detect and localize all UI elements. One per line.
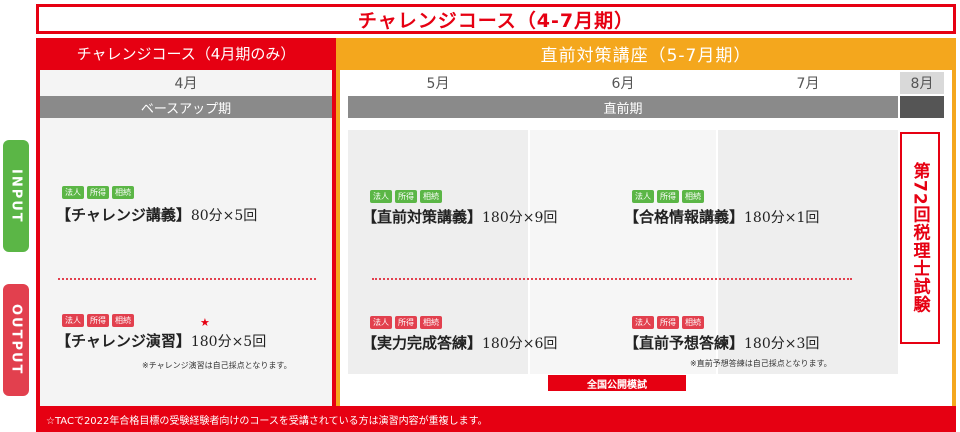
column-may — [348, 130, 528, 374]
mock-exam-badge: 全国公開模試 — [548, 375, 686, 391]
month-label-april: 4月 — [174, 76, 198, 92]
tag-souzoku: 相続 — [112, 186, 134, 199]
tag-houjin: 法人 — [370, 190, 392, 203]
course-detail: 180分×1回 — [744, 210, 820, 226]
challenge-exercise-note: ※チャレンジ演習は自己採点となります。 — [142, 361, 292, 370]
column-july — [718, 130, 898, 374]
tag-shotoku: 所得 — [395, 190, 417, 203]
course-detail: 180分×6回 — [482, 336, 558, 352]
row-divider — [58, 278, 316, 280]
phase-bar-august — [900, 96, 944, 118]
month-label-august: 8月 — [900, 72, 944, 94]
phase-bar-chokuzen: 直前期 — [348, 96, 898, 118]
yosou-note: ※直前予想答練は自己採点となります。 — [690, 359, 832, 368]
month-label-june: 6月 — [611, 76, 635, 92]
challenge-course-header: チャレンジコース（4月期のみ） — [76, 44, 296, 63]
course-detail: 180分×5回 — [190, 334, 267, 350]
yosou-exercise: 【直前予想答練】180分×3回 — [624, 332, 819, 353]
tag-shotoku: 所得 — [657, 190, 679, 203]
tag-souzoku: 相続 — [420, 316, 442, 329]
course-detail: 180分×3回 — [744, 336, 820, 352]
tag-group: 法人 所得 相続 — [632, 316, 704, 329]
column-june — [530, 130, 716, 374]
tag-souzoku: 相続 — [420, 190, 442, 203]
course-detail: 80分×5回 — [190, 208, 258, 224]
tag-group: 法人 所得 相続 — [632, 190, 704, 203]
course-detail: 180分×9回 — [482, 210, 558, 226]
tag-souzoku: 相続 — [112, 314, 134, 327]
tag-group: 法人 所得 相続 — [370, 316, 442, 329]
tag-shotoku: 所得 — [87, 314, 109, 327]
tag-souzoku: 相続 — [682, 316, 704, 329]
tag-group: 法人 所得 相続 — [62, 186, 134, 199]
input-tab: INPUT — [3, 140, 29, 252]
tag-houjin: 法人 — [62, 314, 84, 327]
course-title: チャレンジコース（4-7月期） — [36, 4, 956, 34]
tag-shotoku: 所得 — [657, 316, 679, 329]
output-tab: OUTPUT — [3, 284, 29, 396]
tag-shotoku: 所得 — [395, 316, 417, 329]
course-name: 【実力完成答練】 — [362, 334, 483, 352]
chokuzen-lecture: 【直前対策講義】180分×9回 — [362, 206, 557, 227]
chokuzen-header: 直前対策講座（5-7月期） — [540, 45, 752, 66]
tag-shotoku: 所得 — [87, 186, 109, 199]
tag-houjin: 法人 — [632, 316, 654, 329]
footer-note: ☆TACで2022年合格目標の受験経験者向けのコースを受講されている方は演習内容… — [40, 410, 952, 428]
month-label-july: 7月 — [796, 76, 820, 92]
tag-group: 法人 所得 相続 — [62, 314, 134, 327]
tag-houjin: 法人 — [632, 190, 654, 203]
phase-bar-baseup: ベースアップ期 — [40, 96, 332, 118]
course-name: 【合格情報講義】 — [624, 208, 745, 226]
star-mark: ★ — [200, 316, 210, 329]
course-name: 【チャレンジ講義】 — [56, 206, 191, 224]
challenge-lecture: 【チャレンジ講義】80分×5回 — [56, 204, 257, 225]
course-name: 【直前予想答練】 — [624, 334, 745, 352]
course-name: 【直前対策講義】 — [362, 208, 483, 226]
tag-souzoku: 相続 — [682, 190, 704, 203]
tag-houjin: 法人 — [62, 186, 84, 199]
row-divider — [372, 278, 852, 280]
jitsuryoku-exercise: 【実力完成答練】180分×6回 — [362, 332, 557, 353]
tag-group: 法人 所得 相続 — [370, 190, 442, 203]
challenge-exercise: 【チャレンジ演習】180分×5回 — [56, 330, 266, 351]
goukaku-lecture: 【合格情報講義】180分×1回 — [624, 206, 819, 227]
tag-houjin: 法人 — [370, 316, 392, 329]
challenge-course-body — [40, 70, 332, 406]
tax-exam-box: 第72回税理士試験 — [900, 132, 940, 344]
month-label-may: 5月 — [426, 76, 450, 92]
course-name: 【チャレンジ演習】 — [56, 332, 191, 350]
